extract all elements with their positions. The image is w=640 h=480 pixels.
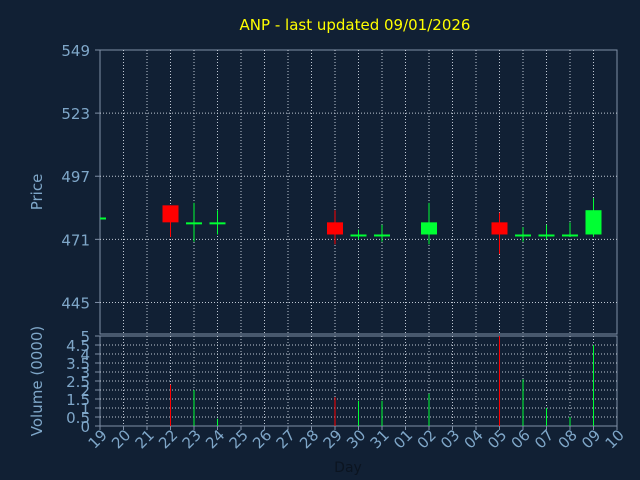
- price-tick-label: 523: [61, 105, 90, 123]
- day-tick-label: 06: [508, 426, 534, 452]
- price-tick-label: 549: [61, 42, 90, 60]
- volume-tick-label: 0: [80, 418, 90, 436]
- candle-body: [421, 222, 437, 235]
- day-tick-label: 21: [132, 426, 158, 452]
- day-tick-label: 05: [484, 426, 510, 452]
- volume-tick-label: 4: [80, 346, 90, 364]
- volume-tick-label: 1.5: [66, 391, 90, 409]
- volume-tick-label: 0.5: [66, 409, 90, 427]
- candle-body: [562, 234, 578, 237]
- candle-body: [491, 222, 508, 235]
- candle-body: [374, 234, 390, 237]
- volume-tick-label: 2: [80, 382, 90, 400]
- price-axis-label: Price: [28, 174, 46, 211]
- price-tick-label: 445: [61, 294, 90, 312]
- volume-tick-label: 2.5: [66, 373, 90, 391]
- volume-tick-label: 3.5: [66, 355, 90, 373]
- day-tick-label: 23: [179, 426, 205, 452]
- candle-body: [209, 222, 226, 225]
- candle-body: [186, 222, 202, 225]
- price-tick-label: 471: [61, 231, 90, 249]
- price-panel: 549 523 497 471 445: [61, 42, 618, 335]
- day-tick-label: 31: [367, 426, 393, 452]
- day-tick-label: 30: [343, 426, 369, 452]
- day-tick-label: 28: [296, 426, 322, 452]
- price-tick-label: 497: [61, 168, 90, 186]
- chart-title: ANP - last updated 09/01/2026: [240, 16, 471, 34]
- day-tick-label: 26: [249, 426, 275, 452]
- volume-tick-label: 5: [80, 328, 90, 346]
- day-tick-label: 01: [390, 426, 416, 452]
- day-tick-label: 04: [461, 426, 487, 452]
- day-tick-label: 24: [202, 426, 228, 452]
- day-tick-label: 25: [226, 426, 252, 452]
- day-tick-label: 02: [414, 426, 440, 452]
- volume-tick-label: 4.5: [66, 337, 90, 355]
- candle-body: [327, 222, 343, 235]
- day-tick-label: 22: [155, 426, 181, 452]
- day-tick-label: 08: [555, 426, 581, 452]
- day-tick-label: 10: [602, 426, 628, 452]
- day-tick-label: 07: [531, 426, 557, 452]
- candle-body: [350, 234, 367, 237]
- day-tick-label: 09: [578, 426, 604, 452]
- candle-body: [515, 234, 531, 237]
- day-tick-label: 27: [273, 426, 299, 452]
- volume-axis-label: Volume (0000): [28, 326, 46, 436]
- candle-body: [100, 217, 106, 220]
- volume-tick-label: 3: [80, 364, 90, 382]
- candle-body: [585, 210, 602, 235]
- volume-panel: 00.511.522.533.544.55: [66, 328, 618, 436]
- x-axis-label: Day: [334, 460, 362, 476]
- day-tick-label: 29: [320, 426, 346, 452]
- day-tick-label: 20: [108, 426, 134, 452]
- day-tick-label: 03: [437, 426, 463, 452]
- volume-tick-label: 1: [80, 400, 90, 418]
- candle-body: [538, 234, 555, 237]
- candle-body: [162, 205, 179, 223]
- x-axis: 1920212223242526272829303101020304050607…: [85, 426, 628, 452]
